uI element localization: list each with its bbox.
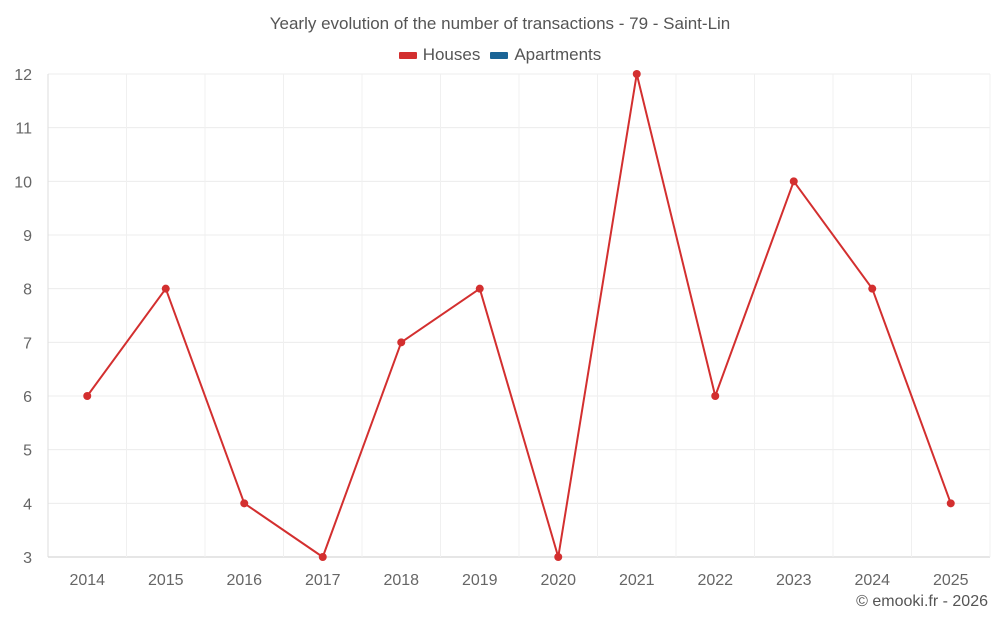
- x-tick-label: 2025: [933, 572, 969, 589]
- data-point: [83, 392, 92, 400]
- data-point: [475, 284, 484, 293]
- data-point: [397, 338, 406, 347]
- data-point: [632, 70, 641, 78]
- legend-label-apartments: Apartments: [514, 45, 602, 64]
- data-point: [946, 499, 955, 508]
- y-tick-label: 7: [23, 335, 32, 352]
- x-tick-label: 2015: [148, 572, 184, 589]
- legend-item-apartments[interactable]: Apartments: [490, 45, 601, 65]
- y-tick-label: 3: [23, 550, 32, 567]
- y-tick-label: 10: [14, 174, 32, 191]
- data-point: [318, 553, 327, 561]
- y-tick-label: 5: [23, 443, 32, 460]
- series-line-houses: [86, 73, 952, 558]
- y-tick-label: 4: [23, 496, 32, 513]
- x-tick-label: 2017: [305, 572, 341, 589]
- data-point: [240, 499, 249, 508]
- legend-item-houses[interactable]: Houses: [398, 45, 481, 65]
- data-point: [554, 553, 563, 561]
- y-tick-label: 9: [23, 228, 32, 245]
- x-tick-label: 2014: [69, 572, 105, 589]
- data-point: [711, 392, 720, 400]
- legend-label-houses: Houses: [422, 45, 481, 64]
- y-tick-label: 12: [14, 67, 32, 84]
- data-point: [868, 284, 877, 293]
- y-tick-label: 8: [23, 282, 32, 299]
- chart-title: Yearly evolution of the number of transa…: [269, 14, 731, 33]
- x-tick-label: 2023: [776, 572, 812, 589]
- y-tick-label: 6: [23, 389, 32, 406]
- data-point: [161, 284, 170, 293]
- legend-swatch-apartments: [490, 51, 509, 59]
- x-tick-label: 2022: [697, 572, 733, 589]
- x-tick-label: 2020: [540, 572, 576, 589]
- data-point: [789, 177, 798, 186]
- credit-text: © emooki.fr - 2026: [856, 593, 988, 610]
- x-tick-label: 2021: [619, 572, 655, 589]
- legend-swatch-houses: [398, 51, 417, 59]
- x-tick-label: 2024: [854, 572, 890, 589]
- x-tick-label: 2019: [462, 572, 498, 589]
- x-tick-label: 2018: [383, 572, 419, 589]
- x-tick-label: 2016: [226, 572, 262, 589]
- y-tick-label: 11: [15, 121, 32, 138]
- legend: Houses Apartments: [0, 45, 1000, 65]
